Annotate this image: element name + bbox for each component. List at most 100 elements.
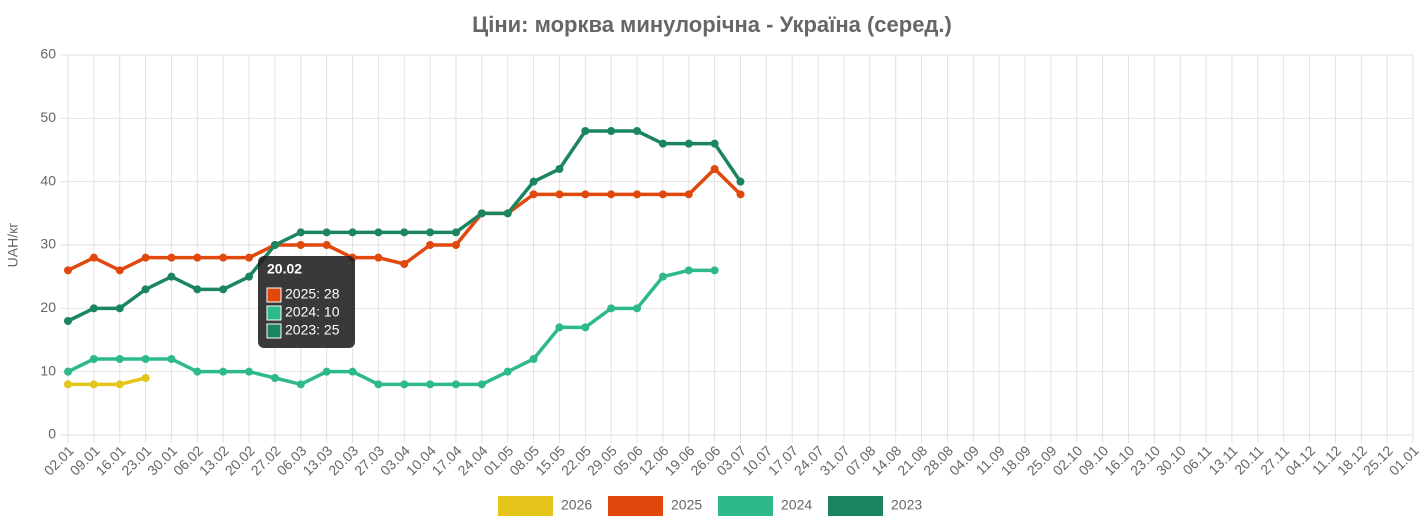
data-point — [451, 228, 460, 237]
legend-swatch — [498, 496, 553, 516]
data-point — [710, 266, 719, 275]
chart-title: Ціни: морква минулорічна - Україна (сере… — [472, 12, 952, 37]
data-point — [245, 367, 254, 376]
y-tick-label: 50 — [40, 109, 56, 125]
data-point — [633, 304, 642, 313]
data-point — [633, 127, 642, 135]
tooltip-swatch — [266, 305, 282, 321]
data-point — [555, 323, 564, 332]
series-line — [68, 376, 147, 387]
data-point — [684, 139, 693, 148]
y-tick-label: 40 — [40, 172, 56, 188]
data-point — [245, 272, 254, 281]
data-point — [348, 228, 357, 237]
data-point — [400, 260, 409, 268]
data-point — [710, 139, 719, 148]
data-point — [141, 374, 150, 382]
data-point — [503, 209, 512, 218]
legend-label: 2023 — [891, 497, 922, 513]
data-point — [115, 380, 124, 389]
data-point — [374, 380, 383, 389]
data-point — [296, 228, 305, 237]
legend-label: 2024 — [781, 497, 812, 513]
data-point — [426, 380, 435, 389]
data-point — [296, 380, 305, 389]
data-point — [658, 190, 667, 199]
tooltip-item: 2025: 28 — [285, 286, 340, 302]
data-point — [193, 253, 202, 262]
data-point — [710, 165, 719, 173]
legend-swatch — [608, 496, 663, 516]
data-point — [426, 228, 435, 237]
data-point — [245, 253, 254, 262]
data-point — [400, 228, 409, 237]
data-point — [348, 367, 357, 376]
legend-swatch — [718, 496, 773, 516]
data-point — [555, 165, 564, 173]
data-point — [607, 304, 616, 313]
data-point — [581, 323, 590, 332]
data-point — [736, 190, 745, 199]
x-tick-label: 04.09 — [946, 442, 982, 478]
data-point — [581, 190, 590, 199]
x-tick-label: 30.10 — [1153, 442, 1189, 478]
data-point — [167, 272, 176, 281]
legend-swatch — [828, 496, 883, 516]
y-tick-label: 0 — [48, 426, 56, 442]
x-tick-label: 04.12 — [1282, 442, 1318, 478]
data-point — [477, 380, 486, 389]
data-point — [270, 241, 279, 249]
tooltip-title: 20.02 — [267, 261, 302, 277]
data-point — [89, 253, 98, 262]
y-axis-label: UAH/кг — [5, 223, 21, 268]
data-point — [167, 253, 176, 262]
legend-label: 2025 — [671, 497, 702, 513]
plot-area: 010203040506002.0109.0116.0123.0130.0106… — [40, 46, 1421, 479]
data-point — [322, 241, 331, 249]
data-point — [115, 304, 124, 313]
data-point — [503, 367, 512, 376]
data-point — [684, 190, 693, 199]
data-point — [89, 304, 98, 313]
data-point — [529, 355, 538, 363]
tooltip-item: 2023: 25 — [285, 322, 340, 338]
data-point — [141, 253, 150, 262]
data-point — [115, 266, 124, 275]
y-tick-label: 60 — [40, 46, 56, 62]
data-point — [426, 241, 435, 249]
data-point — [89, 355, 98, 363]
data-point — [322, 367, 331, 376]
data-point — [64, 266, 72, 275]
data-point — [400, 380, 409, 389]
series-line — [67, 268, 715, 387]
data-point — [219, 253, 228, 262]
data-point — [607, 127, 616, 135]
tooltip-item: 2024: 10 — [285, 304, 340, 320]
data-point — [451, 241, 460, 249]
data-point — [219, 285, 228, 294]
data-point — [89, 380, 98, 389]
legend: 2026 2025 2024 2023 — [498, 496, 922, 516]
data-point — [529, 190, 538, 199]
data-point — [322, 228, 331, 237]
data-point — [555, 190, 564, 199]
x-tick-label: 06.11 — [1179, 442, 1215, 478]
tooltip: 20.02 2025: 28 2024: 10 2023: 25 — [258, 256, 355, 348]
data-point — [219, 367, 228, 376]
x-tick-label: 20.11 — [1231, 442, 1267, 478]
tooltip-swatch — [266, 287, 282, 303]
data-point — [607, 190, 616, 199]
tooltip-box — [258, 256, 355, 348]
data-point — [64, 367, 72, 376]
data-point — [141, 285, 150, 294]
data-point — [684, 266, 693, 275]
data-point — [167, 355, 176, 363]
data-point — [296, 241, 305, 249]
data-point — [451, 380, 460, 389]
x-tick-label: 13.11 — [1205, 442, 1241, 478]
data-point — [581, 127, 590, 135]
data-point — [736, 177, 745, 186]
y-tick-label: 30 — [40, 236, 56, 252]
data-point — [270, 374, 279, 382]
